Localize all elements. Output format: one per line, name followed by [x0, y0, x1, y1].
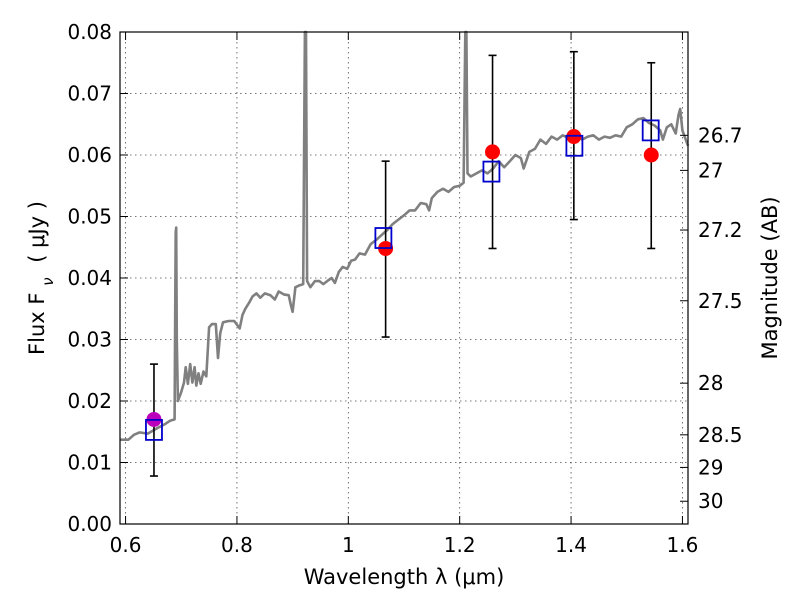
y2-tick-label: 27.5: [698, 289, 743, 313]
y-axis-label-group: Flux F ν ( μJy ): [25, 201, 57, 355]
y-tick-label: 0.05: [67, 205, 112, 229]
y-axis-label: Flux F: [25, 293, 49, 355]
model-photometry-square: [482, 160, 501, 183]
y-tick-label: 0.00: [67, 512, 112, 536]
y2-tick-label: 30: [698, 489, 723, 513]
x-tick-label: 1.4: [555, 533, 587, 557]
y2-tick-label: 27.2: [698, 218, 743, 242]
model-photometry-square: [145, 419, 163, 441]
model-photometry-square: [565, 134, 584, 157]
y-tick-label: 0.08: [67, 20, 112, 44]
y2-tick-label: 28.5: [698, 423, 743, 447]
x-tick-label: 1.6: [667, 533, 699, 557]
model-photometry-square: [374, 227, 393, 249]
x-tick-label: 1: [342, 533, 355, 557]
svg-text:Flux F ν ( μJy ): Flux F ν ( μJy ): [25, 201, 57, 355]
x-tick-label: 1.2: [444, 533, 476, 557]
y2-tick-label: 28: [698, 371, 723, 395]
y-tick-label: 0.02: [67, 389, 112, 413]
y2-tick-label: 27: [698, 158, 723, 182]
x-axis-label: Wavelength λ (μm): [304, 565, 505, 589]
x-tick-label: 0.8: [221, 533, 253, 557]
x-tick-label: 0.6: [110, 533, 142, 557]
spectrum-line: [120, 30, 690, 441]
y-tick-label: 0.03: [67, 328, 112, 352]
y-tick-label: 0.07: [67, 82, 112, 106]
y2-tick-label: 29: [698, 455, 723, 479]
y-tick-label: 0.06: [67, 143, 112, 167]
y-axis-unit: ( μJy ): [25, 201, 49, 263]
observed-flux-point: [643, 147, 659, 163]
y-tick-label: 0.01: [67, 451, 112, 475]
y2-axis-label: Magnitude (AB): [758, 196, 782, 359]
y-axis-label-subscript: ν: [39, 277, 57, 285]
y-tick-label: 0.04: [67, 266, 112, 290]
model-photometry-square: [641, 119, 660, 142]
y2-tick-label: 26.7: [698, 123, 743, 147]
observed-flux-point: [485, 144, 501, 160]
